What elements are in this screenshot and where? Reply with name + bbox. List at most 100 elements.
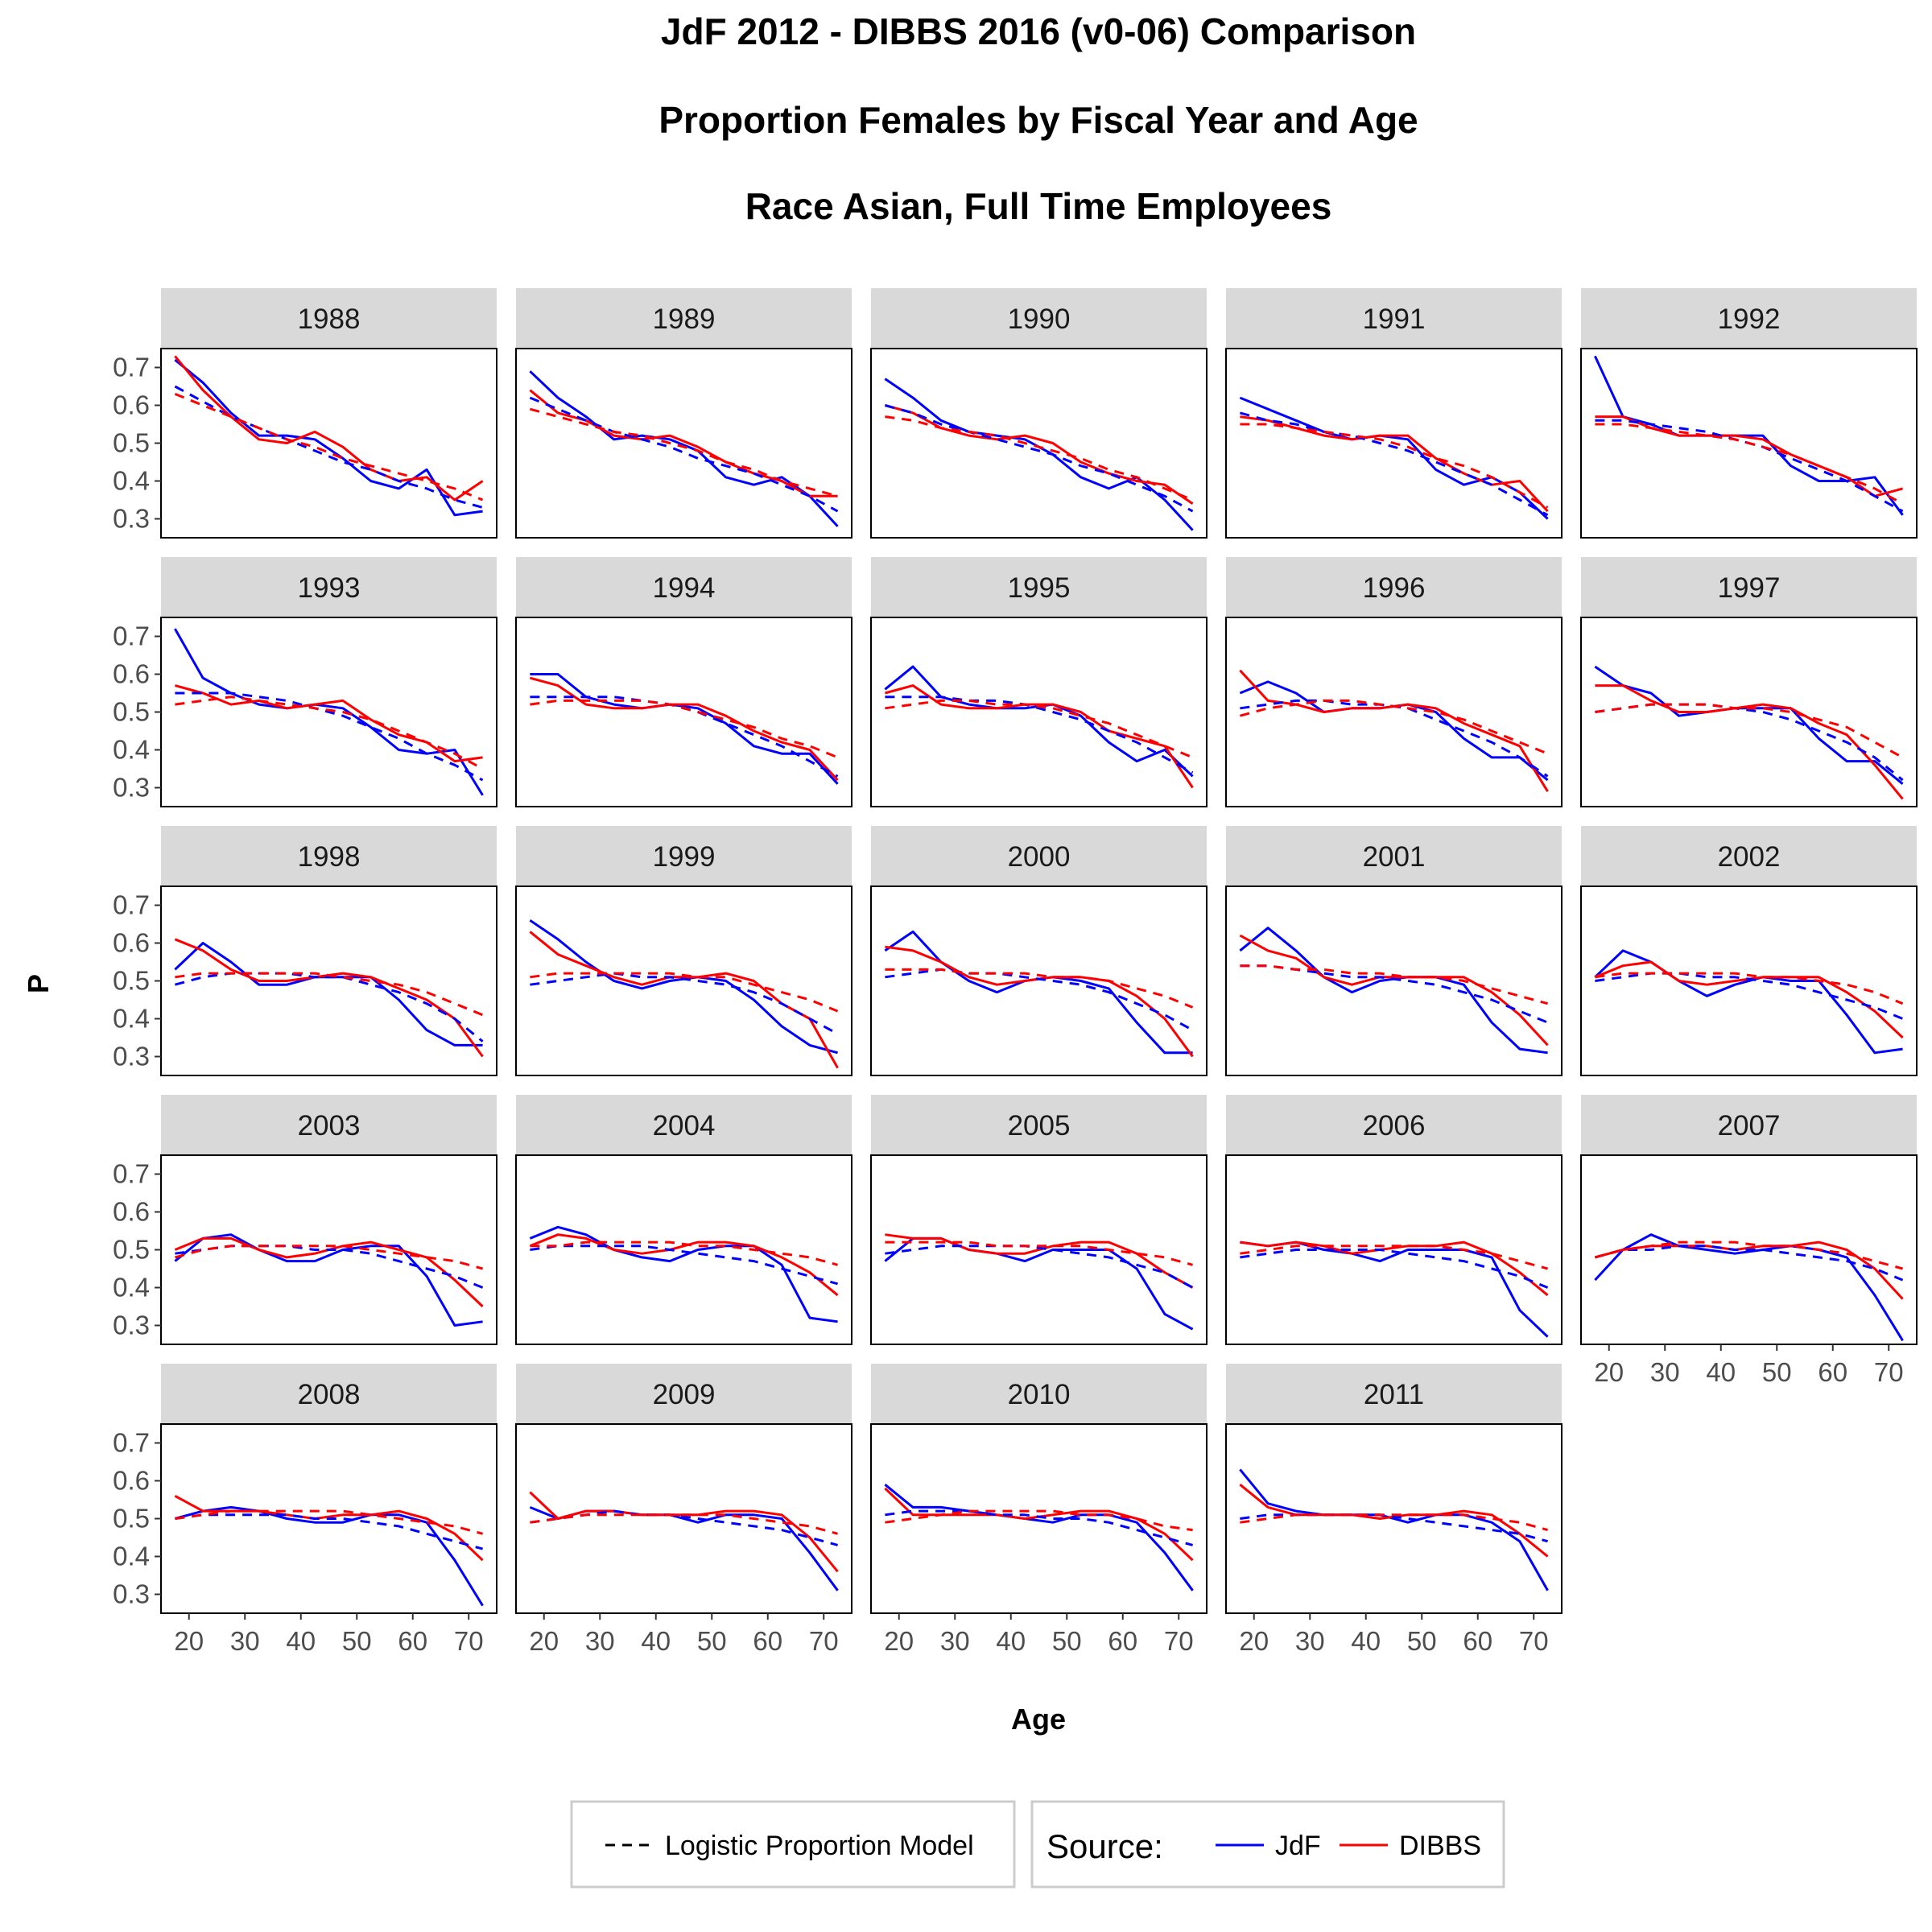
- series-line-dibbs-model: [174, 393, 484, 502]
- facet-strip-label: 2008: [298, 1379, 361, 1410]
- x-axis-title: Age: [1011, 1703, 1066, 1736]
- facet-strip: [1226, 826, 1562, 886]
- facet-strip: [1581, 288, 1917, 348]
- x-tick-label: 20: [1594, 1357, 1624, 1387]
- facet-panel-background: [1581, 617, 1917, 807]
- x-tick-label: 60: [1818, 1357, 1847, 1387]
- facet-strip-label: 1991: [1363, 303, 1426, 335]
- facet-panel-border: [1580, 617, 1918, 807]
- facet-panel-border: [515, 1154, 852, 1345]
- facet-strip-label: 2006: [1363, 1110, 1426, 1141]
- facet-strip-label: 2007: [1718, 1110, 1781, 1141]
- y-tick-label: 0.6: [113, 1466, 150, 1496]
- series-line-jdf: [529, 1225, 838, 1323]
- legend-source-title: Source:: [1046, 1827, 1163, 1865]
- facet-2005: 2005: [870, 1095, 1208, 1345]
- facet-panel-background: [871, 886, 1207, 1075]
- series-line-dibbs-model: [1240, 699, 1549, 755]
- facet-2004: 2004: [515, 1095, 852, 1345]
- x-tick-label: 70: [809, 1626, 839, 1656]
- legend-label-jdf: JdF: [1275, 1831, 1321, 1861]
- series-line-jdf-model: [530, 972, 839, 1035]
- series-line-dibbs-model: [530, 972, 839, 1013]
- x-tick-label: 30: [585, 1626, 615, 1656]
- legend-label-dibbs: DIBBS: [1399, 1831, 1481, 1861]
- facet-panel-background: [161, 349, 497, 538]
- series-line-dibbs: [529, 1233, 839, 1297]
- series-line-dibbs-model: [885, 968, 1194, 1009]
- y-tick-label: 0.7: [113, 1159, 150, 1189]
- x-tick-label: 60: [398, 1626, 427, 1656]
- facet-panel-border: [1225, 348, 1563, 539]
- y-tick-label: 0.3: [113, 504, 150, 534]
- series-line-dibbs: [885, 1233, 1194, 1289]
- series-line-jdf-model: [885, 696, 1194, 774]
- y-tick-label: 0.4: [113, 1004, 150, 1034]
- facet-strip: [1581, 1095, 1917, 1154]
- series-line-jdf: [1239, 396, 1549, 520]
- facet-panel-border: [515, 1423, 852, 1614]
- facet-strip: [161, 288, 497, 348]
- facet-panel-background: [161, 886, 497, 1075]
- facet-1999: 1999: [515, 826, 852, 1076]
- series-line-dibbs-model: [530, 1241, 838, 1266]
- facet-panel-background: [871, 617, 1207, 807]
- y-tick-label: 0.4: [113, 735, 150, 765]
- series-line-jdf-model: [530, 1245, 838, 1286]
- y-tick-label: 0.4: [113, 1273, 150, 1302]
- series-line-dibbs-model: [175, 1509, 483, 1535]
- x-tick-label: 60: [1463, 1626, 1492, 1656]
- facet-strip-label: 1988: [298, 303, 361, 335]
- series-line-dibbs-model: [885, 415, 1194, 502]
- facet-strip: [871, 1364, 1207, 1423]
- x-tick-label: 50: [1762, 1357, 1792, 1387]
- series-line-dibbs: [1239, 934, 1549, 1046]
- facet-2011: 2011 20 30 40 50 60 70: [1225, 1364, 1563, 1656]
- facet-strip: [871, 557, 1207, 617]
- y-tick-label: 0.7: [113, 890, 150, 920]
- series-line-dibbs-model: [1595, 972, 1904, 1005]
- y-tick-label: 0.3: [113, 1042, 150, 1071]
- x-tick-label: 20: [1239, 1626, 1269, 1656]
- facet-panel-border: [870, 1154, 1208, 1345]
- facet-panel-background: [516, 886, 852, 1075]
- y-tick-label: 0.6: [113, 928, 150, 958]
- series-line-jdf: [530, 673, 839, 785]
- facet-panel-background: [516, 349, 852, 538]
- facet-1994: 1994: [515, 557, 852, 807]
- facet-2008: 2008 0.3 0.4 0.5 0.6 0.7 20 30 40 50 60 70: [113, 1364, 497, 1656]
- facet-strip: [161, 1095, 497, 1154]
- facet-2010: 2010 20 30 40 50 60 70: [870, 1364, 1208, 1656]
- facet-strip: [871, 288, 1207, 348]
- series-line-dibbs-model: [885, 1509, 1193, 1532]
- series-line-dibbs-model: [1595, 1241, 1903, 1270]
- y-tick-label: 0.5: [113, 1235, 150, 1265]
- facet-panel-border: [870, 886, 1208, 1076]
- facet-strip-label: 2000: [1008, 841, 1071, 873]
- series-line-dibbs-model: [885, 699, 1194, 759]
- x-tick-label: 30: [230, 1626, 260, 1656]
- facet-2006: 2006: [1225, 1095, 1563, 1345]
- x-tick-label: 40: [1351, 1626, 1381, 1656]
- series-line-jdf-model: [529, 396, 839, 513]
- facet-strip: [1581, 826, 1917, 886]
- facet-strip: [1581, 557, 1917, 617]
- series-line-jdf: [884, 1484, 1194, 1591]
- facet-panel-border: [1580, 886, 1918, 1076]
- chart-subtitle-line-2: Race Asian, Full Time Employees: [745, 185, 1332, 227]
- y-tick-label: 0.6: [113, 659, 150, 689]
- facet-1992: 1992: [1580, 288, 1918, 539]
- series-line-dibbs-model: [885, 1241, 1193, 1266]
- series-line-dibbs: [885, 404, 1194, 505]
- facet-strip-label: 2001: [1363, 841, 1426, 873]
- series-line-dibbs-model: [175, 1245, 483, 1270]
- facet-strip: [516, 1095, 852, 1154]
- series-line-dibbs-model: [530, 1513, 838, 1535]
- facet-1997: 1997: [1580, 557, 1918, 807]
- facet-2007: 2007 20 30 40 50 60 70: [1580, 1095, 1918, 1387]
- series-line-dibbs-model: [175, 972, 484, 1017]
- facet-strip: [1226, 557, 1562, 617]
- facet-strip-label: 1999: [653, 841, 716, 873]
- x-tick-label: 40: [641, 1626, 671, 1656]
- facet-strip: [871, 1095, 1207, 1154]
